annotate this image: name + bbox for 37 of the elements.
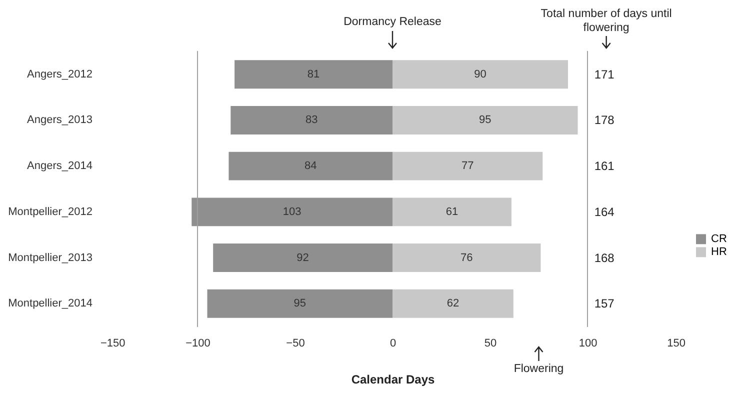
data-label: 84 <box>304 160 317 172</box>
x-tick-label: −100 <box>186 338 210 350</box>
data-label: 103 <box>282 206 302 218</box>
annotation: 168 <box>594 250 615 265</box>
x-tick-label: 100 <box>578 338 598 350</box>
annotation: 171 <box>594 67 615 82</box>
y-tick-label: Montpellier_2012 <box>8 206 92 218</box>
legend-label: HR <box>711 246 727 258</box>
x-axis-title: Calendar Days <box>351 372 436 386</box>
data-label: 61 <box>446 206 458 218</box>
annotation: 161 <box>594 159 615 174</box>
text: Flowering <box>514 363 564 375</box>
y-tick-label: Angers_2014 <box>27 160 92 172</box>
data-label: 95 <box>479 114 492 126</box>
data-label: 76 <box>460 252 473 264</box>
data-label: 90 <box>474 68 486 80</box>
data-label: 92 <box>296 252 309 264</box>
annotation: 164 <box>594 204 615 219</box>
y-tick-label: Angers_2013 <box>27 114 92 126</box>
x-tick-label: 150 <box>667 338 686 350</box>
text: Dormancy Release <box>344 16 442 28</box>
x-tick-label: 0 <box>390 338 396 350</box>
x-tick-label: 50 <box>484 338 497 350</box>
data-label: 62 <box>446 298 460 310</box>
x-tick-label: −150 <box>100 338 126 350</box>
data-label: 81 <box>307 68 320 80</box>
annotation: 178 <box>594 113 615 128</box>
x-tick-label: −50 <box>286 338 305 350</box>
text: Total number of days until flowering <box>540 8 672 34</box>
y-tick-label: Montpellier_2013 <box>8 252 92 264</box>
data-label: 95 <box>294 298 306 310</box>
legend-label: CR <box>711 233 727 246</box>
y-tick-label: Montpellier_2014 <box>8 298 92 310</box>
data-label: 77 <box>461 160 474 172</box>
annotation: 157 <box>594 296 615 311</box>
y-tick-label: Angers_2012 <box>27 68 92 80</box>
data-label: 83 <box>305 114 318 126</box>
